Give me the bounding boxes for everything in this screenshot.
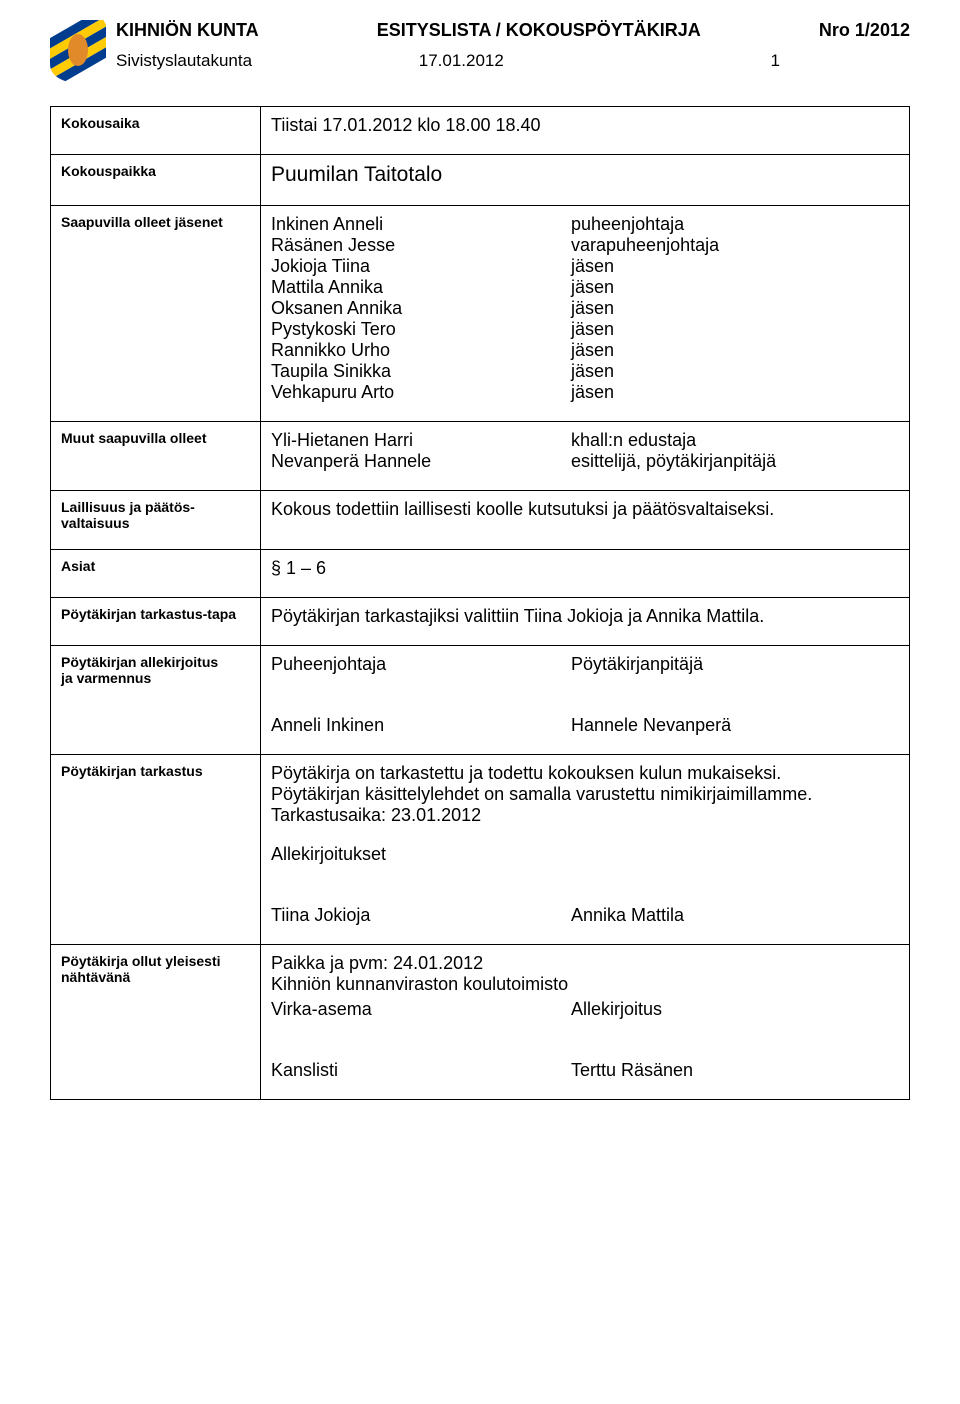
member-name: Rannikko Urho <box>271 340 571 361</box>
member-role: jäsen <box>571 382 899 403</box>
label-allekirjoitus-2: ja varmennus <box>61 670 250 686</box>
label-laillisuus: Laillisuus ja päätös-valtaisuus <box>51 491 261 550</box>
nahtavana-line2: Kihniön kunnanviraston koulutoimisto <box>271 974 899 995</box>
label-kokousaika: Kokousaika <box>51 107 261 155</box>
member-role: jäsen <box>571 256 899 277</box>
sign-left-name: Anneli Inkinen <box>271 715 571 736</box>
tarkastus-line3: Tarkastusaika: 23.01.2012 <box>271 805 899 826</box>
value-asiat: § 1 – 6 <box>261 550 910 598</box>
member-role: jäsen <box>571 277 899 298</box>
value-nahtavana: Paikka ja pvm: 24.01.2012 Kihniön kunnan… <box>261 945 910 1100</box>
other-role: esittelijä, pöytäkirjanpitäjä <box>571 451 899 472</box>
doc-type: ESITYSLISTA / KOKOUSPÖYTÄKIRJA <box>377 20 701 41</box>
sign-right-name: Hannele Nevanperä <box>571 715 899 736</box>
other-role: khall:n edustaja <box>571 430 899 451</box>
municipality-logo <box>50 20 106 84</box>
member-name: Jokioja Tiina <box>271 256 571 277</box>
member-name: Inkinen Anneli <box>271 214 571 235</box>
doc-number: Nro 1/2012 <box>819 20 910 41</box>
member-name: Taupila Sinikka <box>271 361 571 382</box>
nahtavana-right-role: Allekirjoitus <box>571 999 899 1020</box>
label-muut: Muut saapuvilla olleet <box>51 422 261 491</box>
label-nahtavana-2: nähtävänä <box>61 969 250 985</box>
value-laillisuus: Kokous todettiin laillisesti koolle kuts… <box>261 491 910 550</box>
value-kokousaika: Tiistai 17.01.2012 klo 18.00 18.40 <box>261 107 910 155</box>
label-nahtavana: Pöytäkirja ollut yleisesti nähtävänä <box>51 945 261 1100</box>
member-name: Oksanen Annika <box>271 298 571 319</box>
tarkastus-line2: Pöytäkirjan käsittelylehdet on samalla v… <box>271 784 899 805</box>
tarkastus-left-name: Tiina Jokioja <box>271 905 571 926</box>
value-tarkastustapa: Pöytäkirjan tarkastajiksi valittiin Tiin… <box>261 598 910 646</box>
value-muut: Yli-Hietanen Harri Nevanperä Hannele kha… <box>261 422 910 491</box>
tarkastus-line1: Pöytäkirja on tarkastettu ja todettu kok… <box>271 763 899 784</box>
other-name: Yli-Hietanen Harri <box>271 430 571 451</box>
nahtavana-left-name: Kanslisti <box>271 1060 571 1081</box>
member-role: varapuheenjohtaja <box>571 235 899 256</box>
page-number: 1 <box>771 51 910 71</box>
member-role: puheenjohtaja <box>571 214 899 235</box>
sign-right-role: Pöytäkirjanpitäjä <box>571 654 899 675</box>
nahtavana-right-name: Terttu Räsänen <box>571 1060 899 1081</box>
committee-name: Sivistyslautakunta <box>116 51 252 71</box>
sign-left-role: Puheenjohtaja <box>271 654 571 675</box>
document-header: KIHNIÖN KUNTA ESITYSLISTA / KOKOUSPÖYTÄK… <box>50 20 910 84</box>
member-role: jäsen <box>571 361 899 382</box>
member-name: Vehkapuru Arto <box>271 382 571 403</box>
member-name: Räsänen Jesse <box>271 235 571 256</box>
minutes-table: Kokousaika Tiistai 17.01.2012 klo 18.00 … <box>50 106 910 1100</box>
value-saapuvilla: Inkinen Anneli Räsänen Jesse Jokioja Tii… <box>261 206 910 422</box>
member-name: Pystykoski Tero <box>271 319 571 340</box>
label-allekirjoitus-1: Pöytäkirjan allekirjoitus <box>61 654 250 670</box>
header-text-block: KIHNIÖN KUNTA ESITYSLISTA / KOKOUSPÖYTÄK… <box>116 20 910 71</box>
member-role: jäsen <box>571 340 899 361</box>
label-tarkastustapa: Pöytäkirjan tarkastus-tapa <box>51 598 261 646</box>
member-role: jäsen <box>571 319 899 340</box>
members-roles: puheenjohtaja varapuheenjohtaja jäsen jä… <box>571 214 899 403</box>
value-kokouspaikka: Puumilan Taitotalo <box>261 155 910 206</box>
member-name: Mattila Annika <box>271 277 571 298</box>
value-tarkastus: Pöytäkirja on tarkastettu ja todettu kok… <box>261 755 910 945</box>
tarkastus-sig-header: Allekirjoitukset <box>271 844 899 865</box>
label-tarkastus: Pöytäkirjan tarkastus <box>51 755 261 945</box>
members-names: Inkinen Anneli Räsänen Jesse Jokioja Tii… <box>271 214 571 403</box>
header-date: 17.01.2012 <box>419 51 604 71</box>
other-name: Nevanperä Hannele <box>271 451 571 472</box>
nahtavana-left-role: Virka-asema <box>271 999 571 1020</box>
nahtavana-line1: Paikka ja pvm: 24.01.2012 <box>271 953 899 974</box>
page: KIHNIÖN KUNTA ESITYSLISTA / KOKOUSPÖYTÄK… <box>0 0 960 1130</box>
label-asiat: Asiat <box>51 550 261 598</box>
member-role: jäsen <box>571 298 899 319</box>
label-kokouspaikka: Kokouspaikka <box>51 155 261 206</box>
tarkastus-right-name: Annika Mattila <box>571 905 899 926</box>
org-name: KIHNIÖN KUNTA <box>116 20 259 41</box>
label-allekirjoitus: Pöytäkirjan allekirjoitus ja varmennus <box>51 646 261 755</box>
label-nahtavana-1: Pöytäkirja ollut yleisesti <box>61 953 250 969</box>
value-allekirjoitus: Puheenjohtaja Pöytäkirjanpitäjä Anneli I… <box>261 646 910 755</box>
label-saapuvilla: Saapuvilla olleet jäsenet <box>51 206 261 422</box>
